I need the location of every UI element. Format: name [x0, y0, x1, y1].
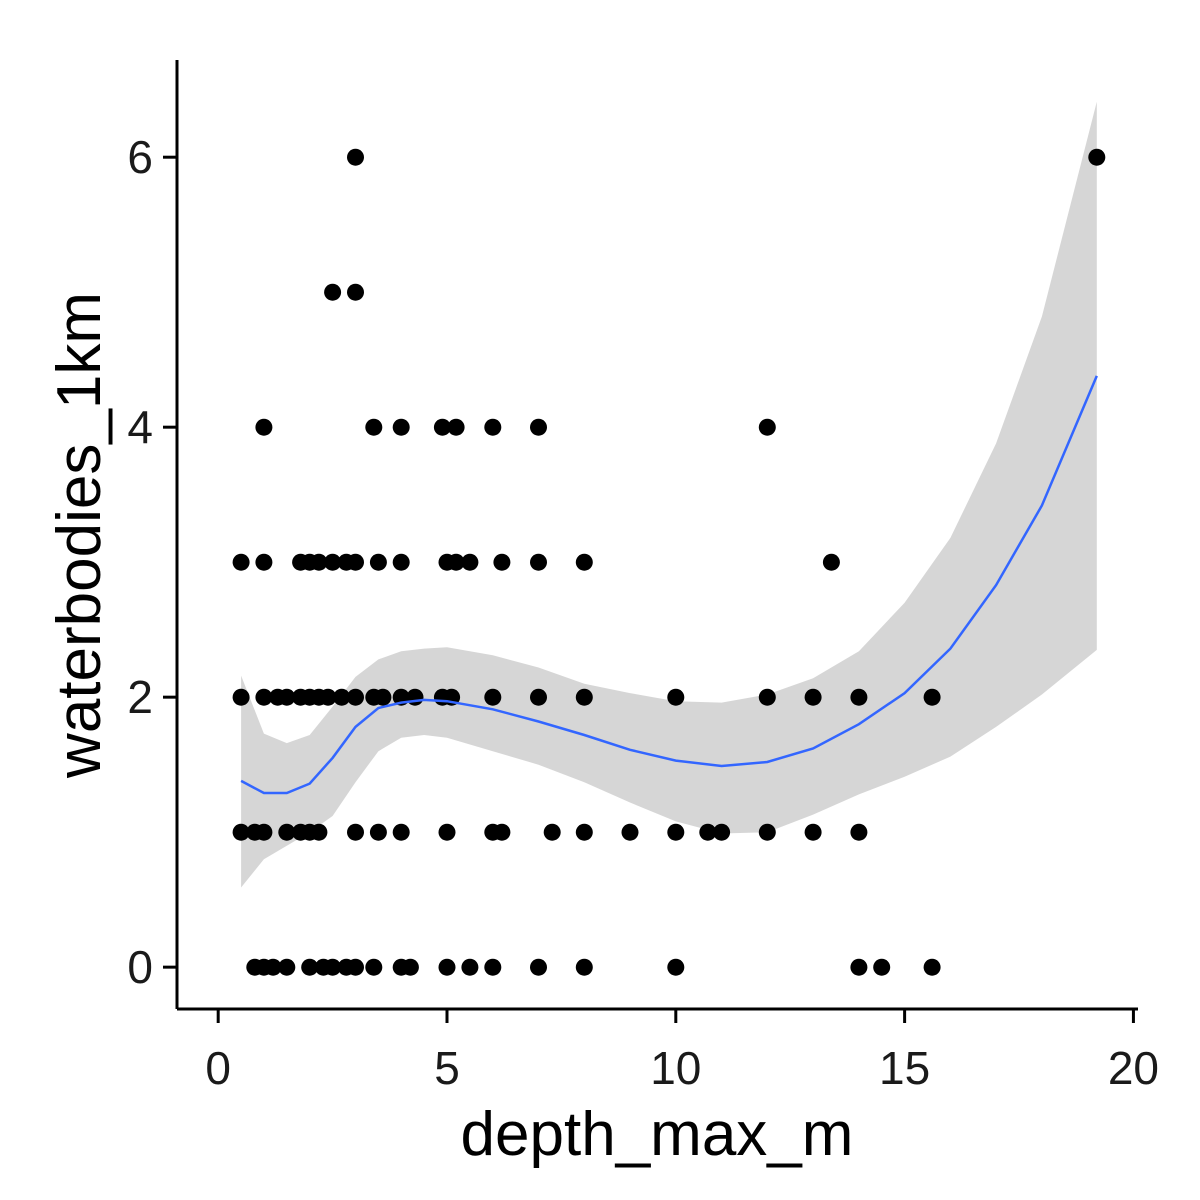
data-point	[310, 823, 328, 841]
y-tick-label: 4	[127, 401, 153, 453]
data-point	[347, 148, 364, 166]
data-point	[575, 553, 593, 571]
data-point	[447, 418, 465, 436]
y-tick-label: 0	[127, 941, 153, 993]
data-points-layer	[232, 148, 1106, 976]
data-point	[347, 688, 364, 706]
x-tick-label: 0	[205, 1042, 231, 1094]
data-point	[923, 688, 941, 706]
data-point	[530, 418, 547, 436]
data-point	[392, 418, 410, 436]
data-point	[1088, 148, 1106, 166]
data-point	[667, 958, 685, 976]
data-point	[484, 418, 502, 436]
data-point	[365, 958, 383, 976]
data-point	[347, 283, 364, 301]
data-point	[530, 688, 547, 706]
x-axis-title: depth_max_m	[461, 1100, 854, 1169]
x-tick-label: 15	[879, 1042, 930, 1094]
data-point	[310, 553, 328, 571]
data-point	[278, 688, 296, 706]
data-point	[850, 688, 868, 706]
x-tick-label: 20	[1108, 1042, 1159, 1094]
y-axis-title: waterbodies_1km	[45, 292, 114, 779]
data-point	[530, 958, 547, 976]
data-point	[484, 958, 502, 976]
data-point	[255, 823, 273, 841]
data-point	[543, 823, 561, 841]
data-point	[713, 823, 731, 841]
smooth-line-layer	[240, 375, 1098, 795]
data-point	[493, 823, 511, 841]
data-point	[255, 688, 273, 706]
axes-layer: 0 5 10 15 20 0 2 4 6	[127, 60, 1159, 1094]
data-point	[447, 553, 465, 571]
data-point	[758, 418, 776, 436]
data-point	[758, 823, 776, 841]
data-point	[365, 418, 383, 436]
data-point	[392, 823, 410, 841]
data-point	[923, 958, 941, 976]
data-point	[324, 553, 342, 571]
data-point	[461, 553, 479, 571]
data-point	[347, 958, 364, 976]
data-point	[667, 823, 685, 841]
data-point	[324, 958, 342, 976]
data-point	[822, 553, 840, 571]
data-point	[392, 553, 410, 571]
data-point	[347, 823, 364, 841]
data-point	[264, 958, 282, 976]
data-point	[232, 823, 250, 841]
data-point	[369, 823, 387, 841]
data-point	[301, 958, 319, 976]
x-tick-label: 5	[434, 1042, 460, 1094]
y-tick-label: 6	[127, 131, 153, 183]
data-point	[278, 958, 296, 976]
data-point	[278, 823, 296, 841]
smooth-line	[240, 375, 1098, 795]
data-point	[319, 688, 337, 706]
data-point	[374, 688, 392, 706]
data-point	[369, 553, 387, 571]
data-point	[324, 283, 342, 301]
data-point	[850, 823, 868, 841]
data-point	[493, 553, 511, 571]
data-point	[484, 688, 502, 706]
data-point	[255, 553, 273, 571]
data-point	[438, 823, 456, 841]
data-point	[758, 688, 776, 706]
data-point	[232, 553, 250, 571]
data-point	[575, 688, 593, 706]
data-point	[575, 823, 593, 841]
data-point	[804, 823, 822, 841]
data-point	[438, 958, 456, 976]
data-point	[232, 688, 250, 706]
data-point	[461, 958, 479, 976]
data-point	[699, 823, 717, 841]
y-tick-label: 2	[127, 671, 153, 723]
data-point	[347, 553, 364, 571]
confidence-band-layer	[241, 101, 1097, 888]
data-point	[575, 958, 593, 976]
data-point	[406, 688, 424, 706]
data-point	[433, 418, 451, 436]
x-tick-label: 10	[650, 1042, 701, 1094]
data-point	[333, 688, 351, 706]
data-point	[401, 958, 419, 976]
data-point	[621, 823, 639, 841]
data-point	[850, 958, 868, 976]
data-point	[255, 418, 273, 436]
data-point	[804, 688, 822, 706]
data-point	[530, 553, 547, 571]
confidence-band	[241, 101, 1097, 888]
data-point	[873, 958, 891, 976]
data-point	[667, 688, 685, 706]
